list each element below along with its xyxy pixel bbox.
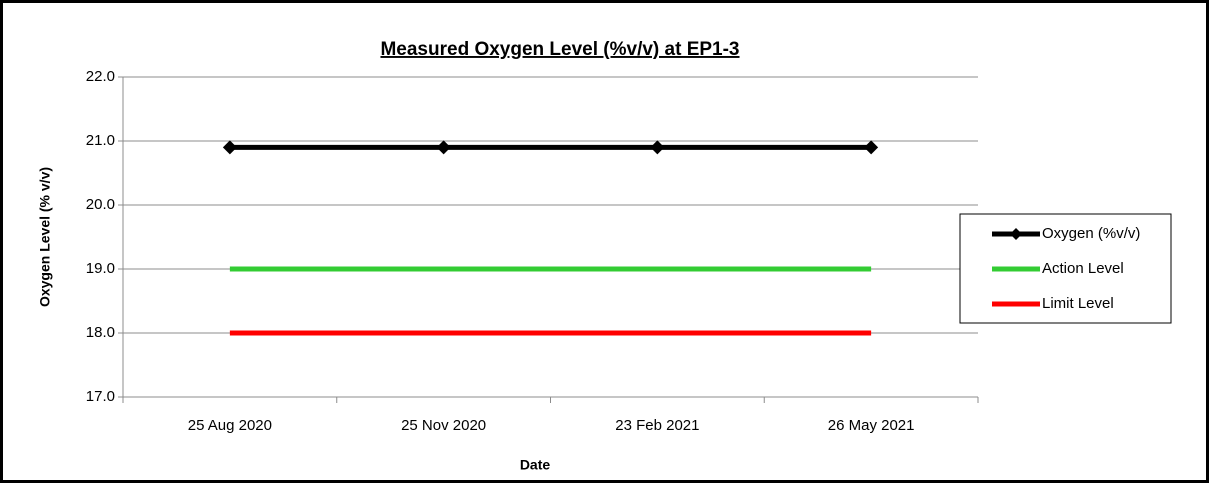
marker (222, 140, 237, 155)
legend-label: Limit Level (1042, 295, 1114, 312)
marker (436, 140, 451, 155)
marker (864, 140, 879, 155)
x-tick-label: 25 Aug 2020 (188, 417, 272, 434)
x-tick-label: 23 Feb 2021 (615, 417, 699, 434)
marker (650, 140, 665, 155)
legend-label: Action Level (1042, 260, 1124, 277)
x-tick-label: 25 Nov 2020 (401, 417, 486, 434)
y-tick-label: 18.0 (86, 324, 115, 341)
chart-title: Measured Oxygen Level (%v/v) at EP1-3 (380, 39, 739, 60)
legend-label: Oxygen (%v/v) (1042, 225, 1140, 242)
legend-marker (1010, 228, 1022, 240)
y-tick-label: 19.0 (86, 260, 115, 277)
y-tick-label: 17.0 (86, 388, 115, 405)
y-axis-label: Oxygen Level (% v/v) (37, 167, 53, 307)
x-tick-label: 26 May 2021 (828, 417, 915, 434)
x-axis-label: Date (520, 457, 551, 473)
y-tick-label: 21.0 (86, 132, 115, 149)
y-tick-label: 22.0 (86, 68, 115, 85)
y-tick-label: 20.0 (86, 196, 115, 213)
